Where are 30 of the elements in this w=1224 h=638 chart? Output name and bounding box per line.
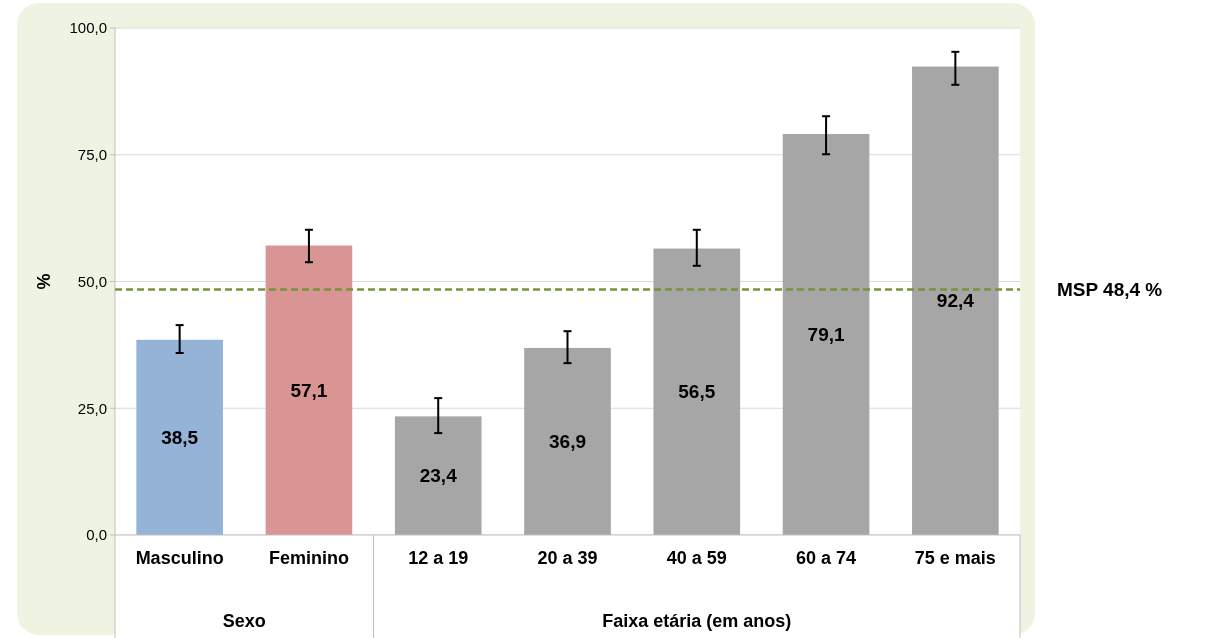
data-label: 56,5: [678, 381, 716, 403]
bar: [394, 416, 482, 535]
x-tick-label: 12 a 19: [408, 548, 469, 569]
data-label: 36,9: [549, 431, 586, 453]
y-tick-label: 25,0: [77, 399, 107, 417]
y-tick-label: 100,0: [69, 19, 107, 37]
data-label: 92,4: [936, 290, 975, 312]
bar: [782, 133, 870, 535]
bar: [524, 347, 611, 535]
data-label: 38,5: [161, 427, 199, 449]
bar: [265, 245, 353, 535]
bar: [653, 248, 741, 535]
y-tick-label: 0,0: [86, 526, 107, 544]
x-tick-label: Feminino: [268, 548, 349, 569]
text: Faixa etária (em anos): [602, 611, 792, 632]
y-axis-title: %: [34, 273, 54, 290]
ref-line-label: MSP 48,4 %: [1057, 279, 1163, 301]
bar: [912, 66, 999, 535]
data-label: 79,1: [807, 324, 845, 346]
text: Sexo: [222, 611, 266, 632]
data-label: 57,1: [290, 379, 328, 401]
x-tick-label: 75 e mais: [914, 548, 996, 569]
y-tick-label: 50,0: [77, 272, 107, 290]
x-tick-label: 60 a 74: [796, 548, 857, 569]
data-label: 23,4: [419, 465, 458, 487]
x-tick-label: Masculino: [135, 548, 224, 569]
y-tick-label: 75,0: [77, 146, 107, 163]
x-tick-label: 20 a 39: [537, 548, 598, 569]
x-tick-label: 40 a 59: [666, 548, 727, 569]
bar: [136, 339, 223, 535]
